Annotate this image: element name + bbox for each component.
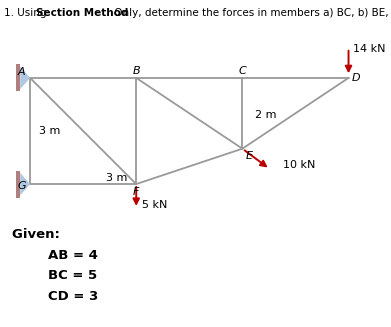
Text: G: G	[18, 181, 27, 191]
Text: 3 m: 3 m	[106, 173, 127, 183]
Text: 2 m: 2 m	[255, 110, 276, 120]
Text: 10 kN: 10 kN	[283, 160, 316, 170]
Text: 14 kN: 14 kN	[353, 44, 385, 54]
Text: B: B	[133, 66, 140, 76]
Text: Given:: Given:	[13, 228, 65, 241]
Text: 3 m: 3 m	[39, 126, 60, 136]
Polygon shape	[16, 171, 20, 198]
Polygon shape	[20, 173, 30, 196]
Text: D: D	[352, 73, 361, 83]
Text: AB = 4: AB = 4	[48, 249, 98, 262]
Polygon shape	[20, 67, 30, 89]
Text: E: E	[245, 151, 252, 161]
Text: F: F	[133, 187, 140, 197]
Polygon shape	[16, 64, 20, 91]
Text: CD = 3: CD = 3	[48, 290, 98, 303]
Text: 1. Using: 1. Using	[4, 8, 50, 18]
Text: BC = 5: BC = 5	[48, 269, 97, 282]
Text: Only, determine the forces in members a) BC, b) BE, c) AF,: Only, determine the forces in members a)…	[111, 8, 391, 18]
Text: 5 kN: 5 kN	[142, 199, 167, 210]
Text: Section Method: Section Method	[36, 8, 128, 18]
Text: C: C	[239, 66, 246, 76]
Text: A: A	[18, 66, 25, 77]
